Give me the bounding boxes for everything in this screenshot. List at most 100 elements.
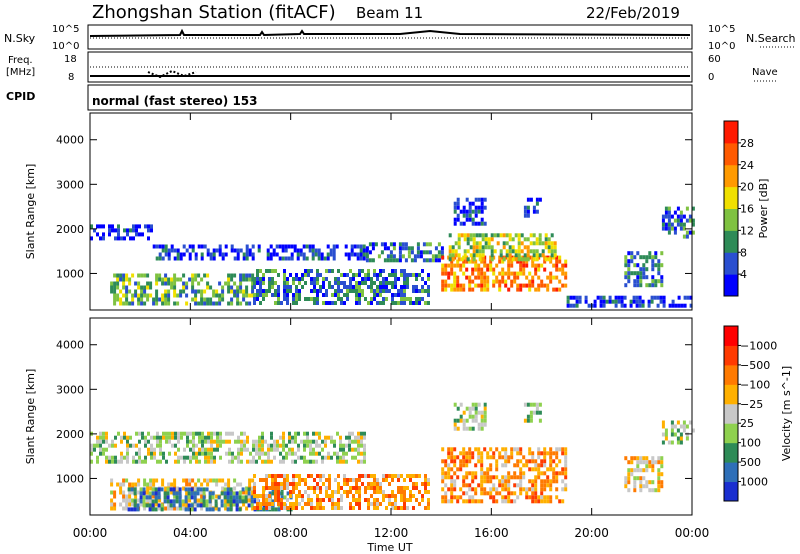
echo-cell — [161, 281, 165, 286]
echo-cell — [463, 233, 467, 238]
echo-cell — [564, 263, 568, 268]
echo-cell — [283, 281, 286, 285]
echo-cell — [290, 256, 294, 261]
echo-cell — [240, 447, 243, 452]
echo-cell — [275, 244, 279, 249]
echo-cell — [544, 237, 548, 242]
echo-cell — [259, 494, 262, 498]
echo-cell — [468, 410, 472, 415]
echo-cell — [427, 273, 430, 277]
echo-cell — [170, 506, 174, 511]
echo-cell — [409, 273, 412, 277]
echo-cell — [549, 479, 553, 484]
echo-cell — [151, 503, 155, 508]
echo-cell — [498, 279, 502, 284]
echo-cell — [465, 451, 469, 456]
echo-cell — [125, 506, 129, 511]
echo-cell — [394, 494, 397, 498]
echo-cell — [173, 248, 177, 253]
echo-cell — [113, 289, 117, 294]
echo-cell — [167, 506, 171, 511]
echo-cell — [516, 287, 520, 292]
echo-cell — [507, 259, 511, 264]
echo-cell — [471, 402, 475, 407]
echo-cell — [682, 214, 686, 219]
echo-cell — [256, 293, 259, 297]
echo-cell — [355, 502, 358, 506]
echo-cell — [167, 252, 171, 257]
echo-cell — [421, 269, 424, 273]
echo-cell — [376, 301, 379, 305]
echo-cell — [517, 233, 521, 238]
echo-cell — [508, 245, 512, 250]
echo-cell — [179, 506, 183, 511]
echo-cell — [336, 451, 339, 456]
echo-cell — [441, 479, 445, 484]
echo-cell — [285, 451, 288, 456]
echo-cell — [465, 483, 469, 488]
echo-cell — [534, 479, 538, 484]
echo-cell — [155, 301, 159, 306]
echo-cell — [310, 269, 313, 273]
echo-cell — [639, 275, 643, 280]
echo-cell — [453, 479, 457, 484]
echo-cell — [513, 491, 517, 496]
echo-cell — [376, 277, 379, 281]
echo-cell — [173, 285, 177, 290]
echo-cell — [312, 431, 315, 436]
echo-cell — [258, 435, 261, 440]
echo-cell — [238, 507, 242, 512]
echo-cell — [398, 254, 402, 259]
echo-cell — [519, 479, 523, 484]
echo-cell — [158, 273, 162, 278]
echo-cell — [444, 459, 448, 464]
echo-cell — [546, 495, 550, 500]
echo-cell — [201, 431, 204, 436]
echo-cell — [230, 289, 234, 294]
echo-cell — [424, 506, 427, 510]
echo-cell — [453, 402, 457, 407]
echo-cell — [207, 455, 210, 460]
echo-cell — [176, 252, 180, 257]
echo-cell — [412, 273, 415, 277]
echo-cell — [340, 297, 343, 301]
echo-cell — [157, 487, 161, 492]
echo-cell — [471, 209, 475, 214]
echo-cell — [676, 206, 680, 211]
echo-cell — [367, 285, 370, 289]
echo-cell — [421, 498, 424, 502]
echo-cell — [540, 279, 544, 284]
echo-cell — [382, 297, 385, 301]
echo-cell — [102, 236, 105, 241]
echo-cell — [394, 506, 397, 510]
echo-cell — [453, 455, 457, 460]
echo-cell — [185, 502, 189, 507]
echo-cell — [349, 486, 352, 490]
echo-cell — [415, 289, 418, 293]
echo-cell — [535, 402, 539, 407]
echo-cell — [139, 487, 143, 492]
echo-cell — [131, 490, 135, 495]
echo-cell — [331, 490, 334, 494]
echo-cell — [564, 271, 568, 276]
echo-cell — [667, 226, 671, 231]
echo-cell — [617, 299, 621, 304]
echo-cell — [447, 451, 451, 456]
echo-cell — [688, 420, 692, 425]
echo-cell — [253, 506, 256, 510]
echo-cell — [337, 297, 340, 301]
echo-cell — [231, 451, 234, 456]
echo-cell — [158, 506, 162, 511]
echo-cell — [566, 303, 570, 308]
echo-cell — [502, 245, 506, 250]
echo-cell — [519, 471, 523, 476]
echo-cell — [122, 293, 126, 298]
echo-cell — [361, 281, 364, 285]
echo-cell — [657, 480, 661, 485]
echo-cell — [219, 443, 222, 448]
echo-cell — [304, 482, 307, 486]
echo-cell — [315, 439, 318, 444]
echo-cell — [234, 439, 237, 444]
echo-cell — [113, 490, 117, 495]
echo-cell — [328, 301, 331, 305]
